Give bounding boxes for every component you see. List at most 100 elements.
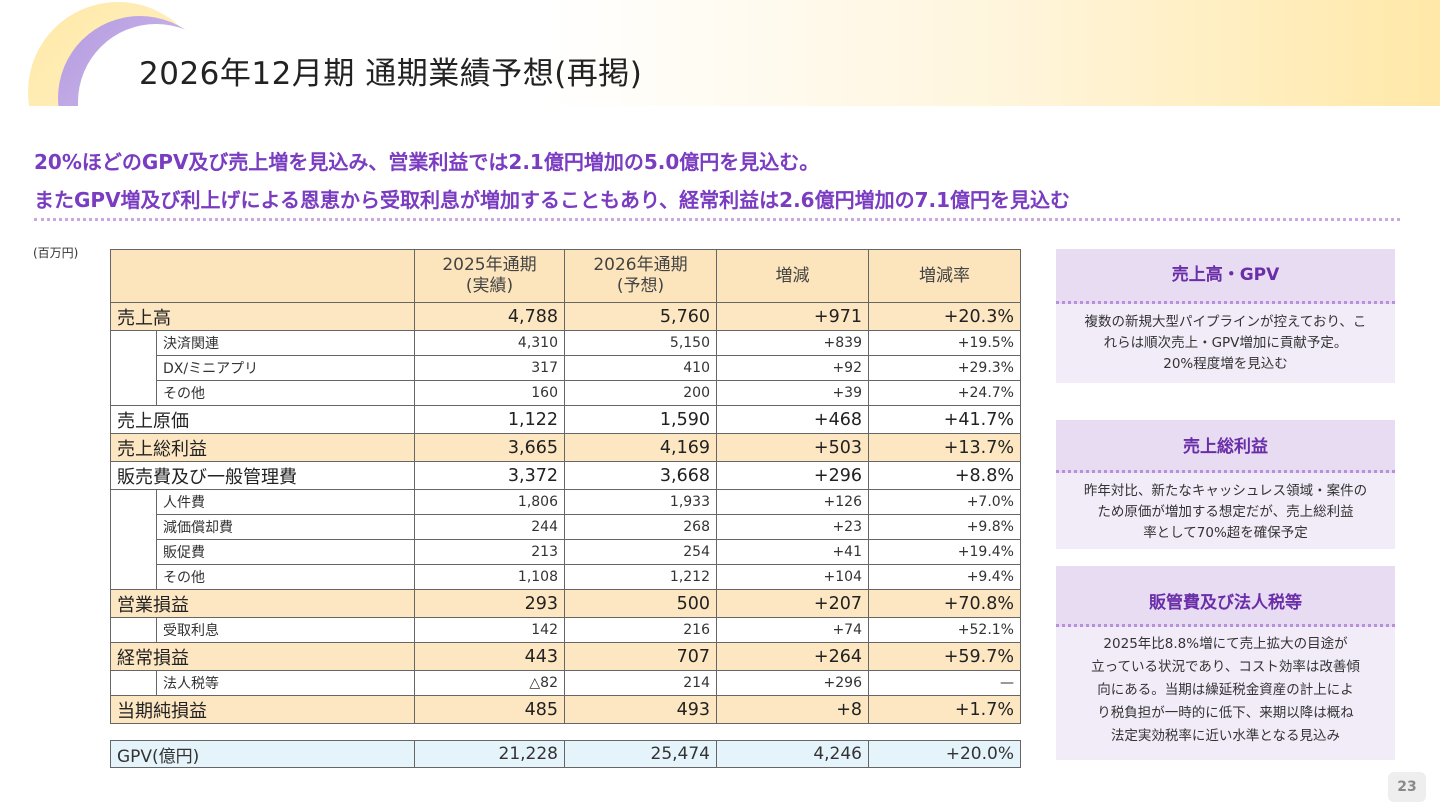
value-cell: +59.7% — [868, 642, 1021, 671]
gpv-value-cell: +20.0% — [868, 740, 1021, 768]
value-cell: 254 — [564, 539, 717, 565]
value-cell: 443 — [414, 642, 565, 671]
value-cell: +41 — [716, 539, 869, 565]
card-gross-profit: 売上総利益 昨年対比、新たなキャッシュレス領域・案件の ため原価が増加する想定だ… — [1056, 420, 1395, 549]
table-row: 販促費 213 254 +41 +19.4% — [110, 539, 1021, 565]
value-cell: +23 — [716, 514, 869, 540]
row-label: 売上総利益 — [110, 433, 415, 462]
header-fy2026: 2026年通期 (予想) — [564, 249, 717, 303]
value-cell: 3,668 — [564, 461, 717, 490]
value-cell: +41.7% — [868, 405, 1021, 434]
value-cell: 268 — [564, 514, 717, 540]
card-body-line: れらは順次売上・GPV増加に貢献予定。 — [1103, 335, 1348, 351]
value-cell: 485 — [414, 695, 565, 724]
gpv-value-cell: 21,228 — [414, 740, 565, 768]
value-cell: 5,150 — [564, 330, 717, 356]
table-row: 人件費 1,806 1,933 +126 +7.0% — [110, 489, 1021, 515]
card-body-line: 立っている状況であり、コスト効率は改善傾 — [1091, 659, 1360, 675]
table-row: 売上総利益 3,665 4,169 +503 +13.7% — [110, 433, 1021, 462]
card-body-line: 複数の新規大型パイプラインが控えており、こ — [1084, 314, 1367, 330]
row-sublabel: 人件費 — [156, 489, 415, 515]
value-cell: 493 — [564, 695, 717, 724]
value-cell: 4,310 — [414, 330, 565, 356]
card-body: 複数の新規大型パイプラインが控えており、こ れらは順次売上・GPV増加に貢献予定… — [1056, 304, 1395, 383]
row-label: 売上原価 — [110, 405, 415, 434]
value-cell: 410 — [564, 355, 717, 381]
table-row: 法人税等 △82 214 +296— — [110, 670, 1021, 696]
card-body: 昨年対比、新たなキャッシュレス領域・案件の ため原価が増加する想定だが、売上総利… — [1056, 473, 1395, 549]
value-cell: 1,122 — [414, 405, 565, 434]
card-divider — [1056, 301, 1395, 304]
value-cell: +1.7% — [868, 695, 1021, 724]
value-cell: +9.8% — [868, 514, 1021, 540]
lead-line-2: またGPV増及び利上げによる恩恵から受取利息が増加することもあり、経常利益は2.… — [34, 188, 1071, 212]
indent-cell — [110, 330, 157, 356]
row-label: 売上高 — [110, 302, 415, 331]
lead-line-1: 20%ほどのGPV及び売上増を見込み、営業利益では2.1億円増加の5.0億円を見… — [34, 150, 820, 174]
value-cell: +92 — [716, 355, 869, 381]
card-body-line: 法定実効税率に近い水準となる見込み — [1110, 728, 1341, 744]
indent-cell — [110, 564, 157, 590]
row-label: 経常損益 — [110, 642, 415, 671]
value-cell: +19.5% — [868, 330, 1021, 356]
table-row: 営業損益 293 500 +207 +70.8% — [110, 589, 1021, 618]
value-cell: 707 — [564, 642, 717, 671]
value-cell: 500 — [564, 589, 717, 618]
value-cell: 3,665 — [414, 433, 565, 462]
row-label: 営業損益 — [110, 589, 415, 618]
indent-cell — [110, 355, 157, 381]
header-text: (予想) — [616, 276, 665, 296]
table-row: 決済関連 4,310 5,150 +839 +19.5% — [110, 330, 1021, 356]
card-divider — [1056, 470, 1395, 473]
card-heading: 売上高・GPV — [1056, 249, 1395, 301]
value-cell: 1,590 — [564, 405, 717, 434]
value-cell: +52.1% — [868, 617, 1021, 643]
financial-forecast-table: 2025年通期 (実績) 2026年通期 (予想) 増減 増減率 売上高 4,788 5… — [110, 249, 1021, 768]
value-cell: +296 — [716, 670, 869, 696]
card-body-line: 20%程度増を見込む — [1163, 356, 1288, 372]
header-text: (実績) — [465, 276, 514, 296]
table-row: 販売費及び一般管理費 3,372 3,668 +296 +8.8% — [110, 461, 1021, 490]
header-fy2025: 2025年通期 (実績) — [414, 249, 565, 303]
header-text: 増減率 — [919, 265, 970, 286]
header-change: 増減 — [716, 249, 869, 303]
value-cell: +39 — [716, 380, 869, 406]
indent-cell — [110, 514, 157, 540]
crescent-decoration-icon — [28, 2, 220, 106]
value-cell: +8.8% — [868, 461, 1021, 490]
value-cell: 1,933 — [564, 489, 717, 515]
header-text: 増減 — [775, 265, 810, 286]
value-cell: +839 — [716, 330, 869, 356]
header-corner-cell — [110, 249, 415, 303]
gpv-label: GPV(億円) — [110, 740, 415, 768]
page-number: 23 — [1388, 772, 1426, 802]
table-row: 経常損益 443 707 +264 +59.7% — [110, 642, 1021, 671]
value-cell: 244 — [414, 514, 565, 540]
table-row: DX/ミニアプリ 317 410 +92 +29.3% — [110, 355, 1021, 381]
row-sublabel: その他 — [156, 380, 415, 406]
value-cell: +24.7% — [868, 380, 1021, 406]
value-cell: +13.7% — [868, 433, 1021, 462]
value-cell: 213 — [414, 539, 565, 565]
row-sublabel: 減価償却費 — [156, 514, 415, 540]
value-cell: 1,806 — [414, 489, 565, 515]
value-cell: +8 — [716, 695, 869, 724]
header-text: 2025年通期 — [442, 255, 537, 275]
value-cell: 4,169 — [564, 433, 717, 462]
row-sublabel: DX/ミニアプリ — [156, 355, 415, 381]
gap-cell — [110, 723, 1021, 741]
card-heading: 販管費及び法人税等 — [1056, 566, 1395, 624]
gpv-row: GPV(億円) 21,228 25,474 4,246 +20.0% — [110, 740, 1021, 768]
card-body-line: 向にある。当期は繰延税金資産の計上によ — [1097, 682, 1354, 698]
value-cell: +468 — [716, 405, 869, 434]
header-band: 2026年12月期 通期業績予想(再掲) — [0, 0, 1440, 106]
card-sales-gpv: 売上高・GPV 複数の新規大型パイプラインが控えており、こ れらは順次売上・GP… — [1056, 249, 1395, 383]
value-cell: 293 — [414, 589, 565, 618]
table-header-row: 2025年通期 (実績) 2026年通期 (予想) 増減 増減率 — [110, 249, 1021, 303]
dotted-divider — [34, 218, 1400, 221]
value-cell: 160 — [414, 380, 565, 406]
table-row: 当期純損益 485 493 +8 +1.7% — [110, 695, 1021, 724]
value-cell: +503 — [716, 433, 869, 462]
value-cell: — — [868, 670, 1021, 696]
indent-cell — [110, 489, 157, 515]
